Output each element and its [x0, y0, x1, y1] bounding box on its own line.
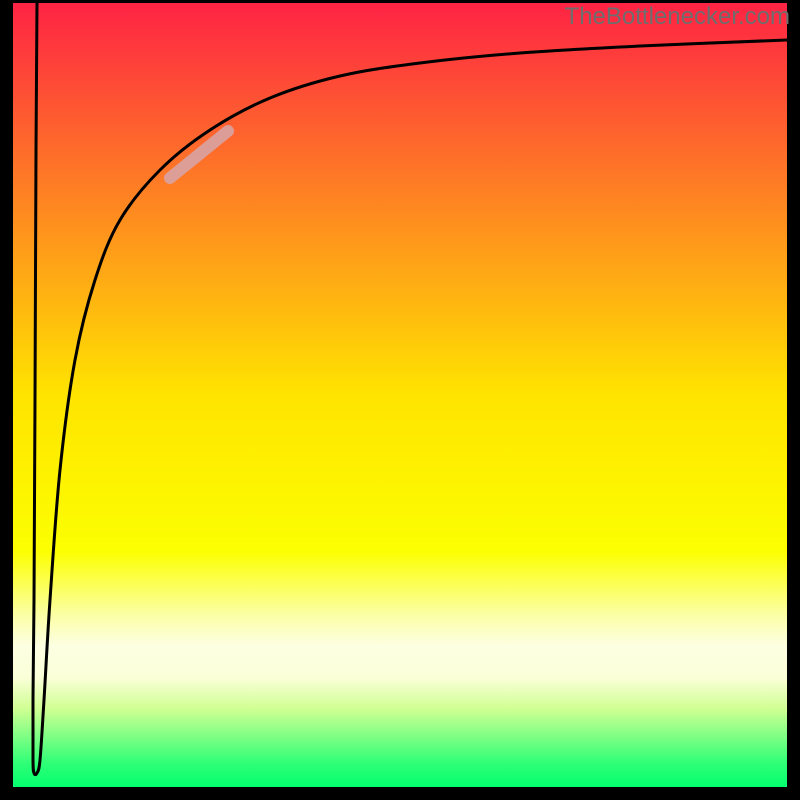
plot-background-gradient [13, 3, 787, 787]
chart-container: TheBottlenecker.com [0, 0, 800, 800]
bottleneck-curve-chart: TheBottlenecker.com [0, 0, 800, 800]
watermark-text: TheBottlenecker.com [565, 3, 790, 30]
